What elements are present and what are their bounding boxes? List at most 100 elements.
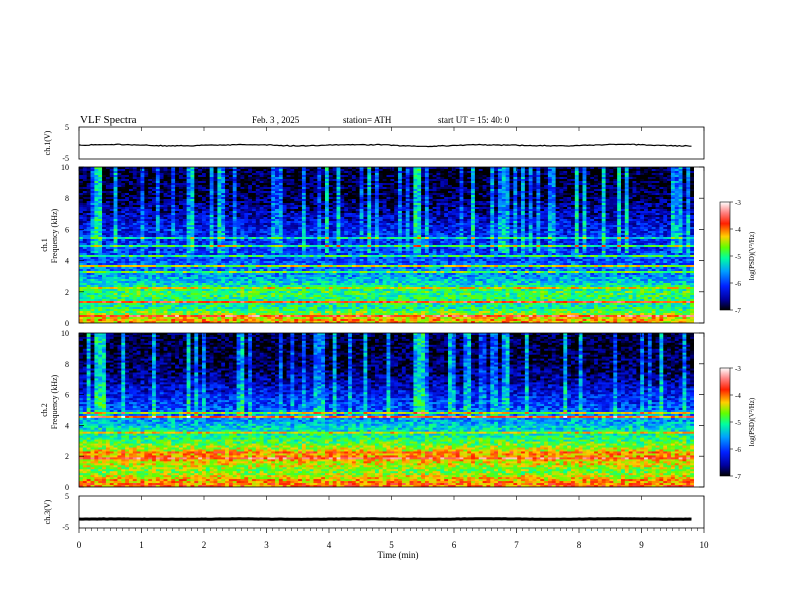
spectrogram-cell (290, 219, 295, 222)
spectrogram-cell (640, 223, 645, 226)
spectrogram-cell (221, 185, 226, 188)
spectrogram-cell (594, 207, 599, 210)
spectrogram-cell (278, 175, 284, 178)
spectrogram-cell (175, 199, 180, 202)
spectrogram-cell (198, 227, 203, 230)
spectrogram-cell (597, 169, 603, 172)
spectrogram-cell (540, 173, 545, 176)
spectrogram-cell (202, 211, 207, 214)
spectrogram-cell (636, 167, 641, 170)
spectrogram-cell (294, 169, 299, 172)
spectrogram-cell (624, 183, 630, 186)
spectrogram-cell (582, 187, 587, 190)
spectrogram-cell (574, 171, 580, 174)
spectrogram-cell (382, 177, 387, 180)
spectrogram-cell (271, 225, 276, 228)
spectrogram-cell (528, 209, 533, 212)
spectrogram-cell (371, 171, 376, 174)
spectrogram-cell (574, 221, 580, 224)
spectrogram-cell (647, 205, 653, 208)
spectrogram-cell (478, 195, 483, 198)
spectrogram-cell (482, 207, 487, 210)
spectrogram-cell (555, 209, 560, 212)
spectrogram-cell (290, 183, 295, 186)
spectrogram-cell (382, 185, 387, 188)
spectrogram-cell (474, 207, 480, 210)
spectrogram-cell (513, 211, 518, 214)
spectrogram-cell (109, 195, 114, 198)
spectrogram-cell (494, 213, 499, 216)
spectrogram-cell (336, 219, 341, 222)
spectrogram-cell (282, 199, 287, 202)
spectrogram-cell (517, 217, 522, 220)
spectrogram-cell (332, 193, 337, 196)
spectrogram-cell (459, 177, 464, 180)
spectrogram-cell (620, 207, 626, 210)
spectrogram-cell (497, 209, 503, 212)
spectrogram-cell (459, 217, 464, 220)
spectrogram-cell (121, 185, 126, 188)
spectrogram-cell (209, 183, 214, 186)
spectrogram-cell (605, 171, 610, 174)
spectrogram-cell (267, 179, 272, 182)
spectrogram-cell (417, 223, 422, 226)
spectrogram-cell (148, 201, 153, 204)
spectrogram-cell (344, 203, 349, 206)
spectrogram-cell (640, 169, 645, 172)
spectrogram-cell (521, 203, 526, 206)
spectrogram-cell (624, 195, 630, 198)
spectrogram-cell (440, 197, 445, 200)
spectrogram-cell (501, 219, 507, 222)
spectrogram-cell (421, 169, 426, 172)
spectrogram-cell (371, 217, 376, 220)
spectrogram-cell (309, 171, 314, 174)
spectrogram-cell (225, 213, 230, 216)
spectrogram-cell (482, 171, 487, 174)
spectrogram-cell (582, 211, 587, 214)
spectrogram-cell (574, 167, 580, 170)
spectrogram-cell (640, 167, 645, 170)
spectrogram-cell (113, 175, 118, 178)
spectrogram-cell (263, 181, 268, 184)
spectrogram-cell (340, 207, 345, 210)
spectrogram-cell (544, 201, 549, 204)
spectrogram-cell (178, 167, 184, 170)
spectrogram-cell (597, 225, 603, 228)
spectrogram-cell (601, 199, 606, 202)
spectrogram-cell (544, 213, 549, 216)
spectrogram-cell (263, 205, 268, 208)
spectrogram-cell (448, 219, 453, 222)
spectrogram-cell (79, 173, 84, 176)
spectrogram-cell (94, 191, 99, 194)
spectrogram-cell (132, 229, 138, 232)
spectrogram-cell (190, 167, 195, 170)
spectrogram-cell (228, 217, 234, 220)
spectrogram-cell (105, 191, 111, 194)
spectrogram-cell (494, 199, 499, 202)
spectrogram-cell (555, 219, 560, 222)
spectrogram-cell (655, 177, 660, 180)
spectrogram-cell (413, 207, 418, 210)
spectrogram-cell (444, 173, 449, 176)
spectrogram-cell (413, 219, 418, 222)
spectrogram-cell (547, 225, 553, 228)
spectrogram-cell (647, 193, 653, 196)
spectrogram-cell (82, 215, 88, 218)
spectrogram-cell (405, 177, 410, 180)
spectrogram-cell (624, 227, 630, 230)
spectrogram-cell (190, 173, 195, 176)
spectrogram-cell (682, 189, 687, 192)
spectrogram-cell (132, 189, 138, 192)
spectrogram-cell (132, 227, 138, 230)
spectrogram-cell (175, 213, 180, 216)
spectrogram-cell (674, 189, 680, 192)
spectrogram-cell (159, 185, 164, 188)
spectrogram-cell (451, 201, 457, 204)
spectrogram-cell (597, 181, 603, 184)
spectrogram-cell (467, 205, 472, 208)
spectrogram-cell (148, 213, 153, 216)
spectrogram-cell (436, 221, 441, 224)
spectrogram-cell (186, 183, 191, 186)
spectrogram-cell (140, 181, 145, 184)
spectrogram-cell (232, 177, 237, 180)
